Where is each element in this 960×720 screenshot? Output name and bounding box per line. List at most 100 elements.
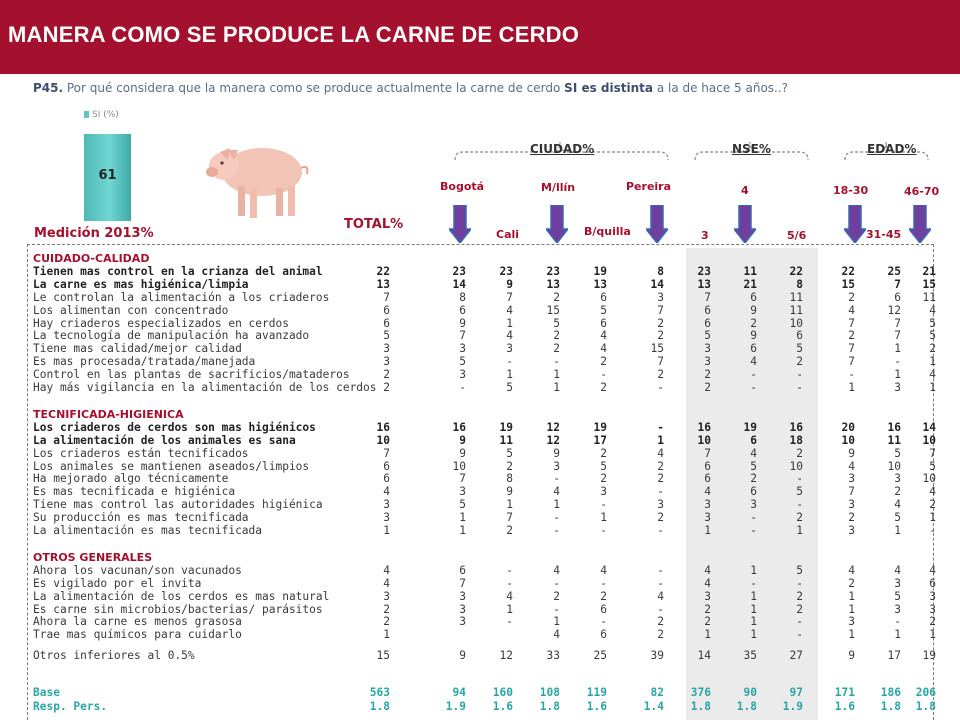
cell-value: 2	[796, 602, 803, 616]
cell-value: 1	[750, 615, 757, 629]
cell-value: 1	[929, 381, 936, 394]
cell-value: 97	[789, 686, 803, 699]
cell-value: 23	[546, 264, 560, 278]
cell-value: 3	[848, 524, 855, 537]
cell-value: 1	[894, 342, 901, 356]
cell-value: 19	[593, 264, 607, 278]
cell-value: 11	[789, 290, 803, 304]
cell-value: 2	[553, 290, 560, 304]
cell-value: 1.4	[643, 700, 664, 713]
cell-value: 7	[929, 446, 936, 460]
cell-value: 2	[383, 368, 390, 382]
table-row: La alimentación es mas tecnificada 1 1 2 - - -…	[0, 524, 960, 537]
table-frame	[27, 244, 934, 720]
cell-value: 1.9	[445, 700, 466, 713]
cell-value: 12	[499, 649, 513, 662]
cell-value: 186	[880, 686, 901, 699]
cell-value: 23	[697, 264, 711, 278]
cell-value: 1	[929, 511, 936, 525]
cell-value: 4	[506, 589, 513, 603]
table-row: CUIDADO-CALIDAD	[0, 252, 960, 265]
cell-value: 2	[506, 524, 513, 537]
cell-value: 25	[887, 264, 901, 278]
row-label: Ahora la carne es menos grasosa	[33, 615, 242, 629]
row-label: Es mas tecnificada e higiénica	[33, 485, 236, 499]
subhead-medellin: M/llín	[541, 181, 576, 194]
arrow-down-icon	[646, 205, 668, 243]
cell-value: 5	[929, 316, 936, 330]
cell-value: 3	[459, 589, 466, 603]
cell-value: -	[506, 576, 513, 590]
subhead-nse3: 3	[701, 229, 709, 242]
cell-value: 376	[690, 686, 711, 699]
table-row: Ahora los vacunan/son vacunados 4 6 - 4 4 - 4 1 5…	[0, 564, 960, 577]
cell-value: 2	[704, 615, 711, 629]
cell-value: 4	[600, 563, 607, 577]
cell-value: 3	[383, 589, 390, 603]
cell-value: 2	[929, 615, 936, 629]
row-label: Los alimentan con concentrado	[33, 303, 229, 317]
cell-value: 119	[586, 686, 607, 699]
subhead-e4670: 46-70	[904, 185, 940, 198]
cell-value: -	[553, 576, 560, 590]
cell-value: 9	[459, 446, 466, 460]
row-label: Ahora los vacunan/son vacunados	[33, 563, 242, 577]
cell-value: 6	[704, 459, 711, 473]
cell-value: 17	[887, 649, 901, 662]
cell-value: 7	[848, 316, 855, 330]
table-row: Otros inferiores al 0.5% 15 9 12 33 25 39 14 35 2…	[0, 649, 960, 662]
row-label: La alimentación es mas tecnificada	[33, 524, 263, 537]
cell-value: 6	[704, 472, 711, 486]
row-label: Su producción es mas tecnificada	[33, 511, 249, 525]
cell-value: 7	[383, 290, 390, 304]
cell-value: 3	[848, 615, 855, 629]
group-ciudad: CIUDAD%	[530, 142, 595, 156]
cell-value: -	[600, 576, 607, 590]
cell-value: 2	[704, 368, 711, 382]
cell-value: 5	[894, 446, 901, 460]
row-label: Tienen mas control en la crianza del ani…	[33, 264, 323, 278]
cell-value: -	[796, 472, 803, 486]
cell-value: 2	[704, 602, 711, 616]
cell-value: 2	[600, 446, 607, 460]
subhead-e1830: 18-30	[833, 184, 869, 197]
cell-value: 18	[789, 433, 803, 447]
cell-value: 9	[459, 433, 466, 447]
cell-value: 9	[848, 446, 855, 460]
table-row: Tienen mas control en la crianza del ani…	[0, 265, 960, 278]
group-edad: EDAD%	[867, 142, 917, 156]
cell-value: 94	[452, 686, 466, 699]
table-row: La alimentación de los cerdos es mas nat…	[0, 590, 960, 603]
cell-value: 6	[600, 290, 607, 304]
cell-value: 1	[929, 355, 936, 369]
cell-value: 19	[743, 420, 757, 434]
cell-value: 3	[848, 472, 855, 486]
cell-value: 4	[553, 628, 560, 642]
cell-value: 1	[506, 368, 513, 382]
row-label: Es vigilado por el invita	[33, 576, 202, 590]
table-row: Ha mejorado algo técnicamente 6 7 8 - 2 2 6 2 - 3 3…	[0, 472, 960, 485]
row-label: Le controlan la alimentación a los criad…	[33, 290, 330, 304]
cell-value: 21	[922, 264, 936, 278]
table-row: La tecnología de manipulación ha avanzad…	[0, 329, 960, 342]
row-label: Es mas procesada/tratada/manejada	[33, 355, 256, 369]
row-label: Tiene mas calidad/mejor calidad	[33, 342, 242, 356]
cell-value: -	[657, 524, 664, 537]
cell-value: -	[553, 472, 560, 486]
cell-value: 5	[894, 589, 901, 603]
cell-value: 1	[704, 524, 711, 537]
cell-value: 25	[593, 649, 607, 662]
cell-value: 9	[506, 277, 513, 291]
row-label: Resp. Pers.	[33, 700, 108, 713]
cell-value: -	[506, 615, 513, 629]
cell-value: 3	[894, 472, 901, 486]
cell-value: 1	[383, 628, 390, 642]
cell-value: 1	[848, 602, 855, 616]
cell-value: 1	[506, 316, 513, 330]
table-row: Los criaderos están tecnificados 7 9 5 9 2 4 7 4…	[0, 447, 960, 460]
cell-value: 3	[750, 498, 757, 512]
cell-value: 82	[650, 686, 664, 699]
cell-value: 2	[600, 589, 607, 603]
cell-value: -	[796, 498, 803, 512]
cell-value: 4	[383, 576, 390, 590]
